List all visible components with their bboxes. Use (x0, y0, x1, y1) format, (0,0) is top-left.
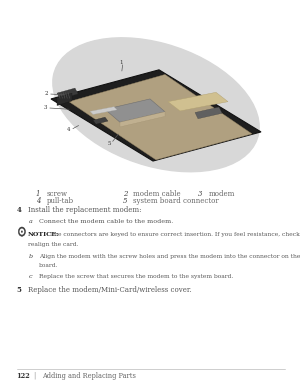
Text: 5: 5 (123, 197, 127, 205)
Text: 4: 4 (36, 197, 40, 205)
Text: 1: 1 (120, 60, 123, 64)
Text: modem cable: modem cable (134, 190, 181, 198)
Ellipse shape (53, 38, 259, 172)
Text: a: a (28, 219, 32, 224)
Polygon shape (120, 112, 165, 127)
Text: 3: 3 (44, 106, 47, 110)
Text: Adding and Replacing Parts: Adding and Replacing Parts (42, 372, 136, 380)
Polygon shape (57, 88, 78, 99)
Circle shape (21, 230, 23, 233)
Polygon shape (90, 107, 117, 114)
Text: modem: modem (208, 190, 235, 198)
Text: Connect the modem cable to the modem.: Connect the modem cable to the modem. (39, 219, 173, 224)
Text: 122: 122 (16, 372, 30, 380)
Text: board.: board. (39, 263, 58, 268)
Text: b: b (28, 254, 33, 259)
Polygon shape (93, 117, 108, 124)
Text: pull-tab: pull-tab (46, 197, 74, 205)
Text: |: | (33, 372, 35, 380)
Text: 4: 4 (16, 206, 21, 215)
Text: 3: 3 (198, 190, 202, 198)
Polygon shape (195, 107, 222, 119)
Circle shape (18, 227, 26, 236)
Text: Align the modem with the screw holes and press the modem into the connector on t: Align the modem with the screw holes and… (39, 254, 300, 259)
Text: 4: 4 (67, 128, 71, 132)
Circle shape (20, 229, 24, 235)
Polygon shape (105, 99, 165, 122)
Text: realign the card.: realign the card. (28, 242, 78, 247)
Text: 5: 5 (108, 141, 111, 146)
Text: screw: screw (46, 190, 68, 198)
Polygon shape (69, 74, 252, 160)
Text: Install the replacement modem:: Install the replacement modem: (28, 206, 142, 215)
Text: Replace the modem/Mini-Card/wireless cover.: Replace the modem/Mini-Card/wireless cov… (28, 286, 192, 294)
Text: 5: 5 (16, 286, 21, 294)
Text: 1: 1 (36, 190, 40, 198)
Text: c: c (28, 274, 32, 279)
Polygon shape (168, 92, 228, 111)
Text: system board connector: system board connector (134, 197, 219, 205)
Text: Replace the screw that secures the modem to the system board.: Replace the screw that secures the modem… (39, 274, 233, 279)
Text: NOTICE:: NOTICE: (28, 232, 59, 237)
Text: 2: 2 (45, 92, 48, 96)
Text: 2: 2 (123, 190, 127, 198)
Text: The connectors are keyed to ensure correct insertion. If you feel resistance, ch: The connectors are keyed to ensure corre… (50, 232, 300, 237)
Polygon shape (57, 93, 72, 106)
Polygon shape (51, 70, 261, 161)
